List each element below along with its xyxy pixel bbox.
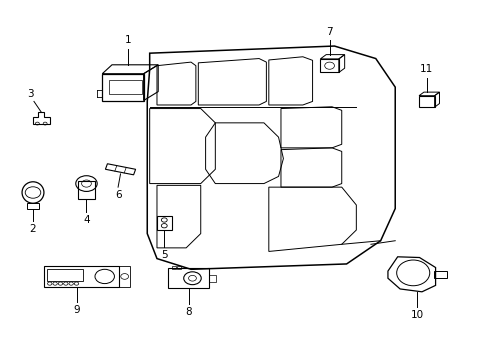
Text: 6: 6 [115,190,121,200]
Text: 7: 7 [325,27,332,37]
Bar [172,266,176,269]
Text: 8: 8 [185,307,191,317]
Text: 3: 3 [27,89,34,99]
Text: 9: 9 [73,305,80,315]
Text: 4: 4 [83,215,90,225]
Text: 1: 1 [124,35,131,45]
Bar [320,59,338,72]
Bar [44,266,119,287]
Bar [157,216,171,230]
Text: 2: 2 [30,224,36,234]
Text: 10: 10 [410,310,423,320]
Text: 11: 11 [419,64,432,74]
Text: 5: 5 [161,249,167,260]
Bar [109,80,141,94]
Bar [177,266,181,269]
Bar [78,181,95,199]
Bar [47,269,83,282]
Bar [167,269,209,288]
Bar [418,96,434,107]
Bar [208,275,216,282]
